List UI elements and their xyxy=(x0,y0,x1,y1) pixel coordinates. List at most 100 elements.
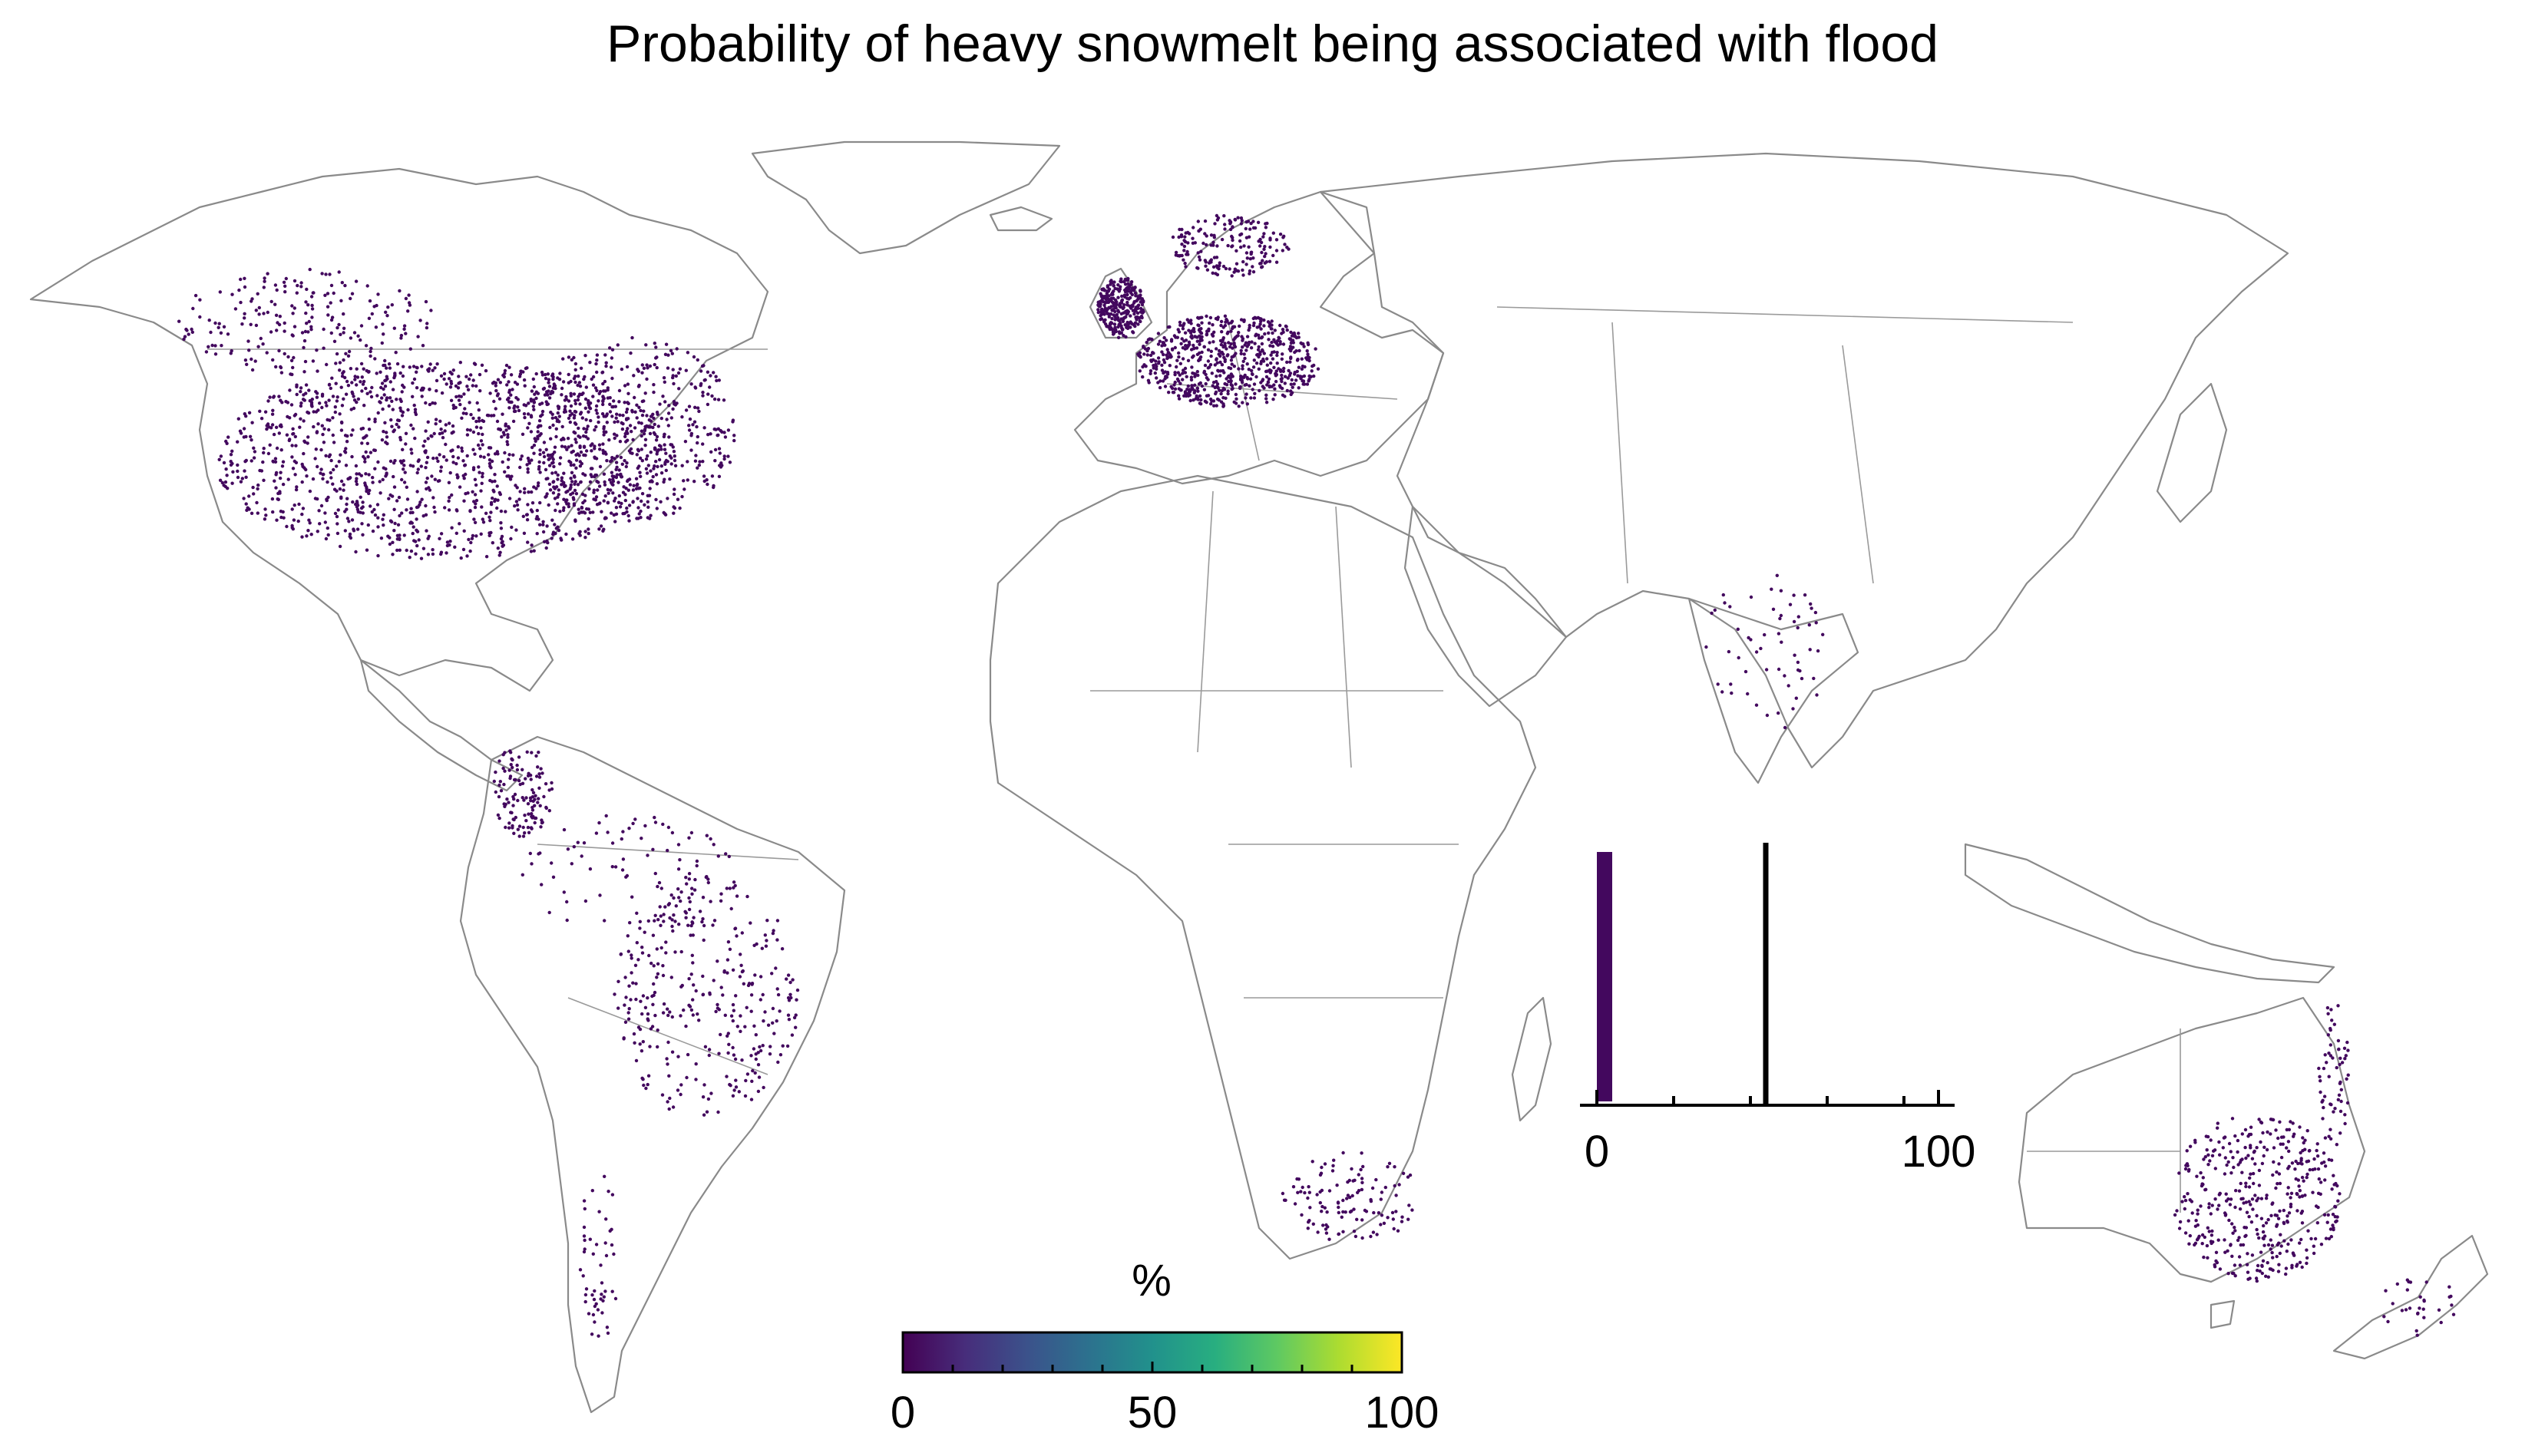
station-point xyxy=(666,1062,669,1066)
station-point xyxy=(444,423,448,427)
station-point xyxy=(629,451,633,455)
station-point xyxy=(590,1189,594,1193)
station-point xyxy=(491,381,495,385)
station-point xyxy=(2202,1255,2206,1260)
station-point xyxy=(1251,256,1255,260)
station-point xyxy=(537,419,542,423)
histogram-ticks xyxy=(1595,1090,1940,1105)
station-point xyxy=(402,365,405,368)
station-point xyxy=(594,404,599,408)
station-point xyxy=(2451,1312,2456,1316)
station-point xyxy=(367,418,371,421)
station-point xyxy=(1710,611,1714,616)
station-point xyxy=(2244,1156,2248,1161)
station-point xyxy=(1231,375,1234,378)
station-point xyxy=(743,1094,748,1098)
station-point xyxy=(572,474,577,478)
station-point xyxy=(435,378,439,383)
station-point xyxy=(532,400,537,404)
station-point xyxy=(1814,621,1818,625)
station-point xyxy=(696,466,699,470)
station-point xyxy=(701,917,705,921)
station-point xyxy=(2298,1260,2302,1265)
station-point xyxy=(1133,324,1137,329)
station-point xyxy=(400,461,404,465)
station-point xyxy=(788,980,792,985)
station-point xyxy=(1320,1204,1324,1209)
station-point xyxy=(1234,262,1239,266)
station-point xyxy=(263,279,266,283)
station-point xyxy=(481,432,484,437)
station-point xyxy=(2213,1197,2217,1201)
station-point xyxy=(193,293,198,298)
station-point xyxy=(550,781,554,785)
station-point xyxy=(775,1019,778,1023)
station-point xyxy=(1183,371,1188,375)
station-point xyxy=(391,408,395,411)
station-point xyxy=(587,1312,591,1316)
station-point xyxy=(340,421,344,425)
station-point xyxy=(308,267,312,272)
station-point xyxy=(1245,402,1250,406)
station-point xyxy=(1289,389,1293,393)
station-point xyxy=(1205,314,1208,319)
station-point xyxy=(339,453,342,457)
station-point xyxy=(477,416,481,420)
station-point xyxy=(2255,1227,2259,1232)
station-point xyxy=(316,408,320,412)
station-point xyxy=(532,451,536,455)
station-point xyxy=(718,451,722,455)
station-point xyxy=(1251,270,1256,274)
station-point xyxy=(1163,385,1168,388)
station-point xyxy=(291,467,296,470)
station-point xyxy=(1244,262,1248,266)
station-point xyxy=(344,352,348,355)
station-point xyxy=(411,464,415,468)
station-point xyxy=(657,457,662,462)
station-point xyxy=(534,396,538,401)
station-point xyxy=(317,509,321,513)
station-point xyxy=(648,487,652,490)
station-point xyxy=(2231,1156,2235,1160)
station-point xyxy=(305,287,309,292)
station-point xyxy=(230,449,234,453)
station-point xyxy=(2270,1250,2274,1255)
station-point xyxy=(2216,1238,2220,1242)
colorbar-tick-0: 0 xyxy=(891,1388,915,1438)
station-point xyxy=(496,813,501,817)
station-point xyxy=(281,510,285,514)
station-point xyxy=(2266,1261,2269,1265)
station-point xyxy=(1274,369,1278,373)
station-point xyxy=(1182,249,1186,253)
station-point xyxy=(700,364,705,368)
station-point xyxy=(1107,312,1111,316)
station-point xyxy=(2265,1147,2269,1152)
station-point xyxy=(2315,1142,2319,1146)
station-point xyxy=(1796,626,1800,630)
station-point xyxy=(1249,346,1254,350)
station-point xyxy=(1215,244,1219,248)
station-point xyxy=(1239,245,1243,249)
station-point xyxy=(557,528,561,533)
station-point xyxy=(640,1012,644,1016)
station-point xyxy=(664,451,668,455)
station-point xyxy=(673,402,676,406)
station-point xyxy=(363,481,367,485)
station-point xyxy=(2344,1054,2348,1058)
station-point xyxy=(688,900,692,904)
station-point xyxy=(261,460,265,464)
station-point xyxy=(1215,380,1218,384)
station-point xyxy=(1149,358,1153,362)
station-point xyxy=(666,825,671,830)
station-point xyxy=(610,458,613,463)
station-point xyxy=(643,444,647,447)
station-point xyxy=(633,963,638,968)
station-point xyxy=(2302,1141,2305,1145)
station-point xyxy=(728,461,732,464)
station-point xyxy=(480,481,484,485)
station-point xyxy=(687,907,692,912)
station-point xyxy=(418,500,422,504)
station-point xyxy=(2178,1220,2183,1224)
station-point xyxy=(1102,289,1107,292)
station-point xyxy=(572,355,576,360)
